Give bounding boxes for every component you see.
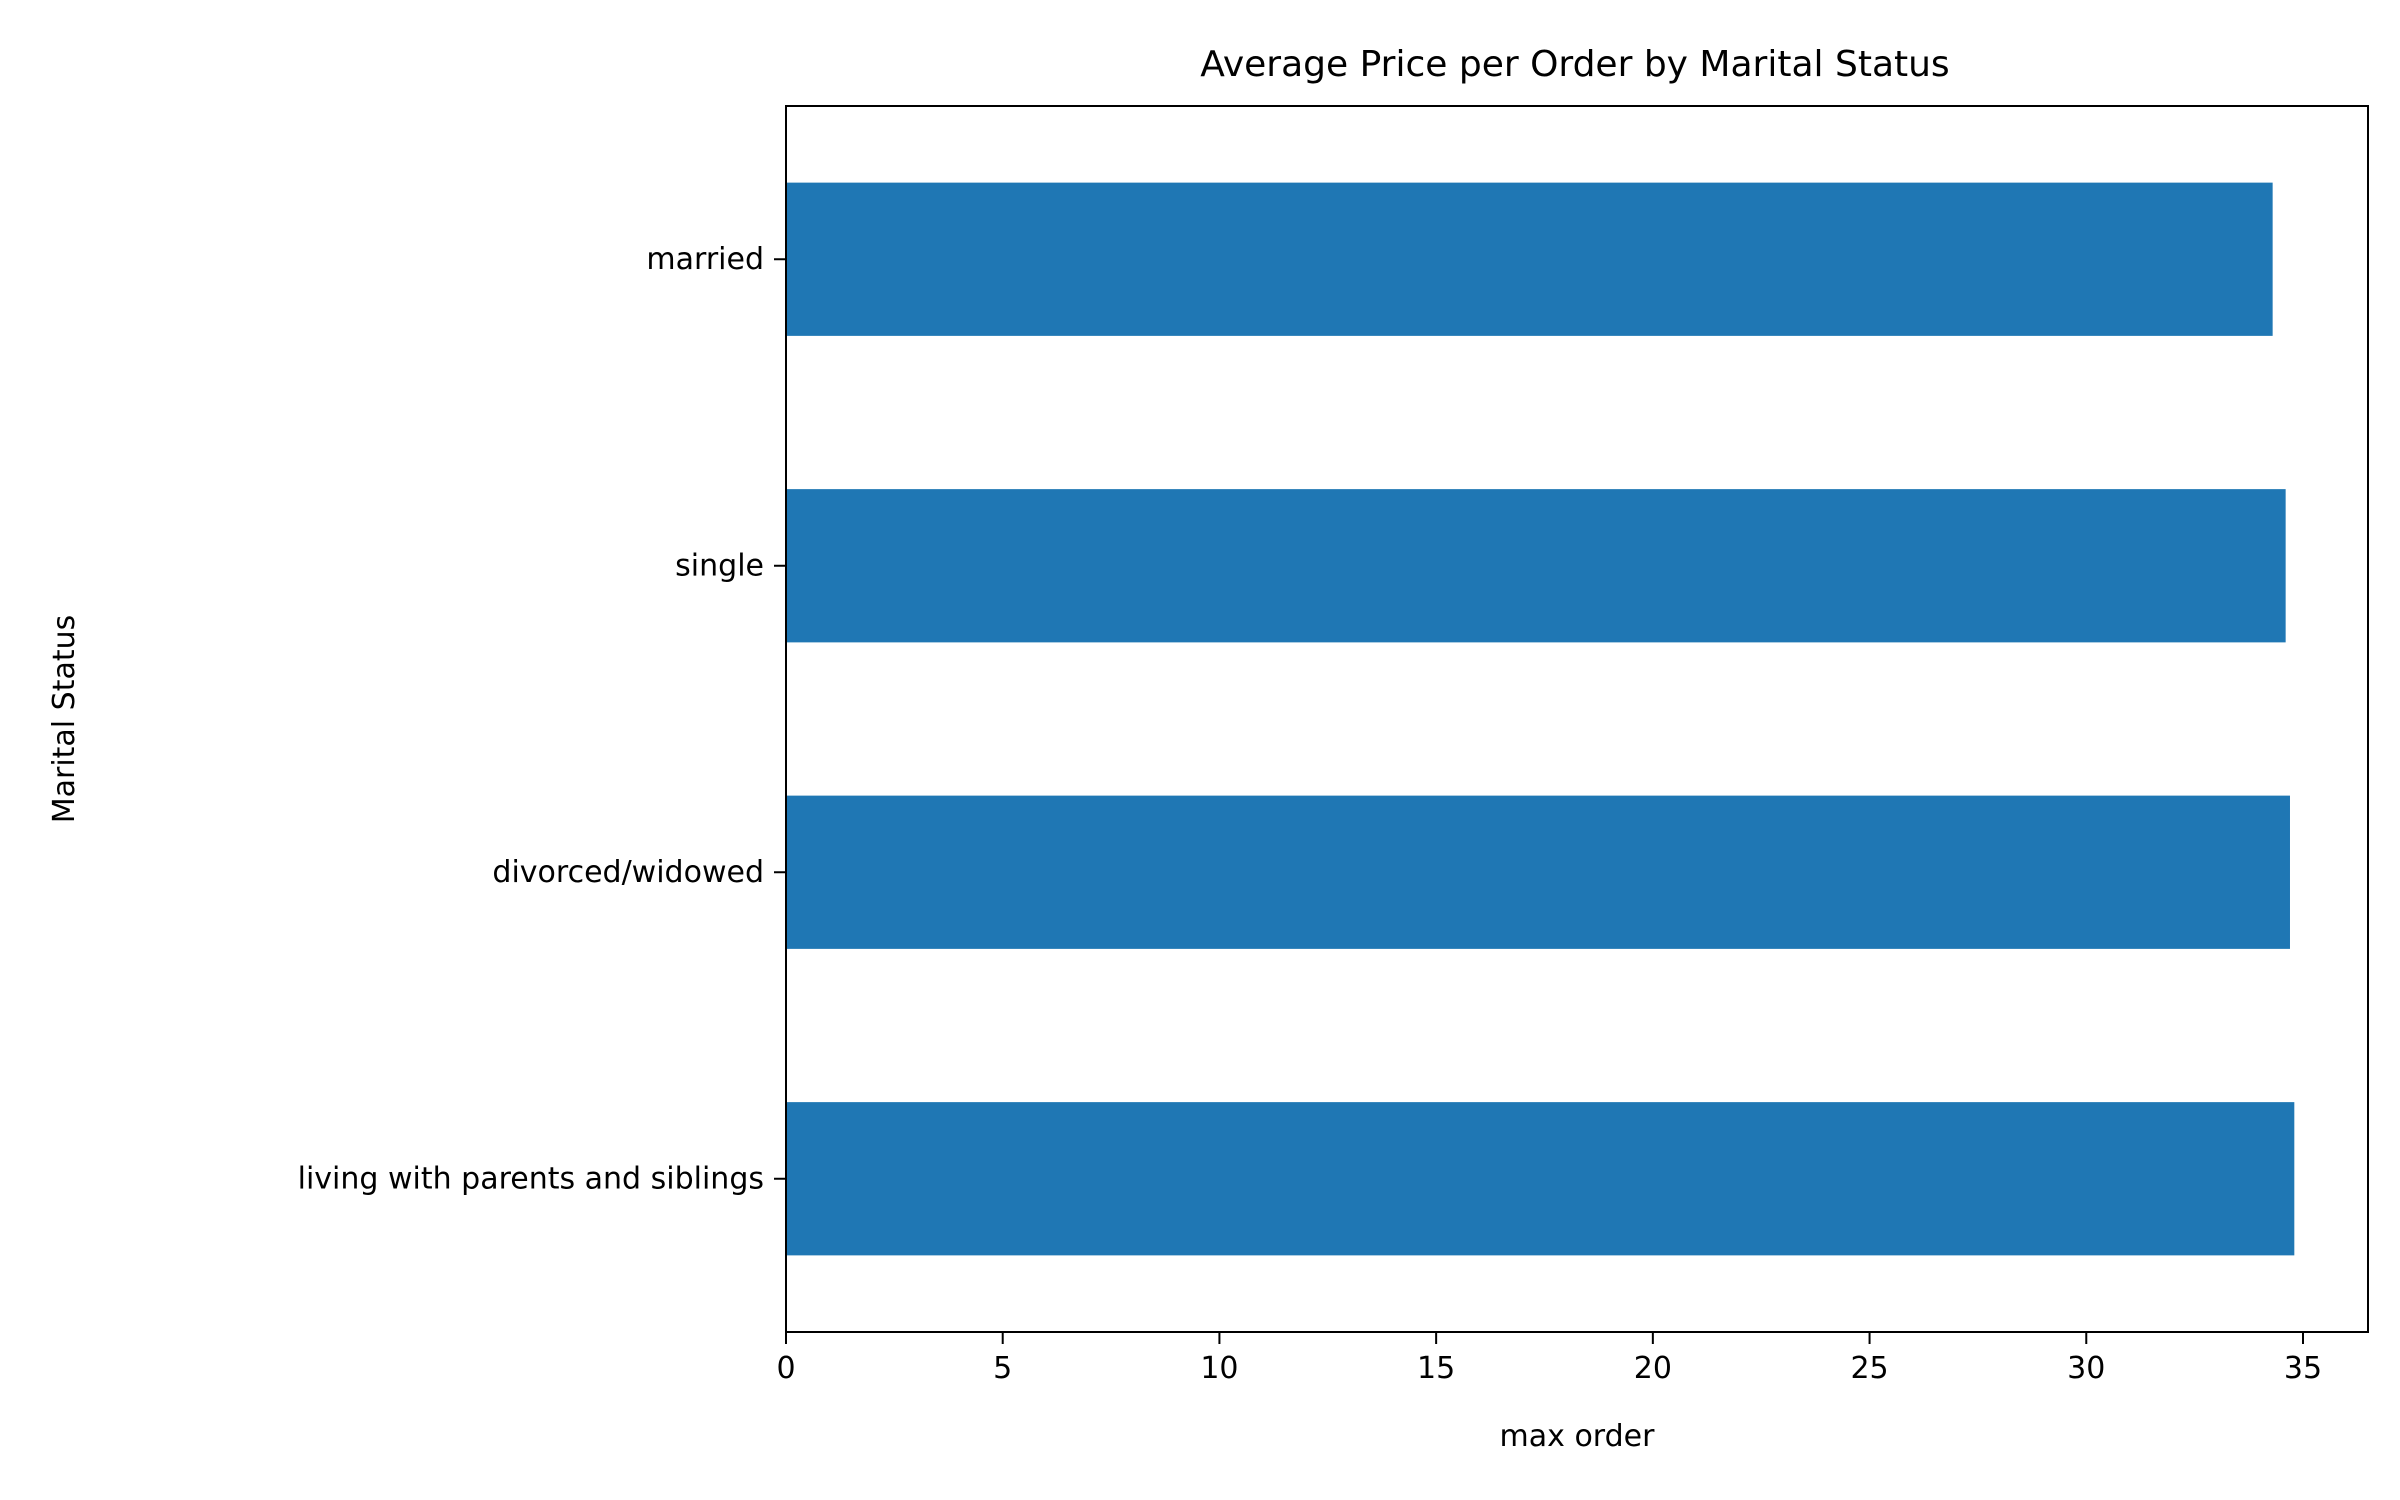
bar-married (786, 182, 2273, 336)
x-tick-label: 30 (2067, 1351, 2105, 1386)
x-axis-ticks: 0 5 10 15 20 25 30 35 (776, 1332, 2322, 1386)
y-tick-label: married (646, 242, 764, 277)
x-tick-label: 15 (1417, 1351, 1455, 1386)
x-tick-label: 35 (2284, 1351, 2322, 1386)
x-tick-label: 5 (993, 1351, 1012, 1386)
x-tick-label: 0 (776, 1351, 795, 1386)
bars (786, 182, 2295, 1256)
x-tick-label: 25 (1850, 1351, 1888, 1386)
y-axis-ticks: married single divorced/widowed living with… (298, 242, 786, 1196)
plot-frame (785, 105, 2369, 1333)
bar-living-with-parents-and-siblings (786, 1102, 2295, 1256)
x-tick-label: 20 (1634, 1351, 1672, 1386)
chart-title: Average Price per Order by Marital Statu… (1200, 44, 1949, 85)
y-axis-label: Marital Status (47, 615, 82, 824)
y-tick-label: living with parents and siblings (298, 1161, 764, 1196)
x-tick-label: 10 (1200, 1351, 1238, 1386)
y-tick-label: divorced/widowed (492, 855, 764, 890)
y-tick-label: single (675, 548, 764, 583)
bar-divorced-widowed (786, 795, 2290, 949)
bar-single (786, 489, 2286, 643)
x-axis-label: max order (1500, 1419, 1656, 1454)
